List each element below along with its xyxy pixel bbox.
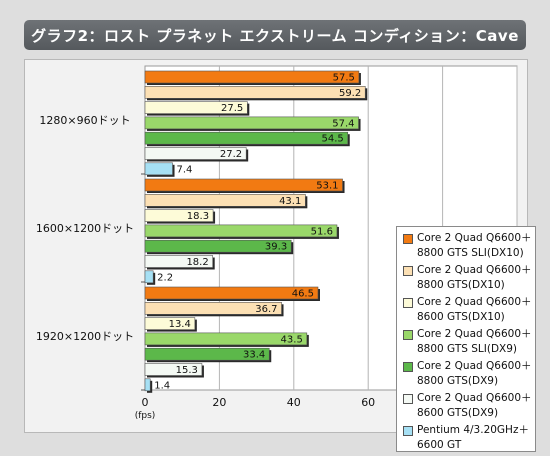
bar xyxy=(144,224,338,238)
data-label: 51.6 xyxy=(311,226,333,237)
legend-item: Core 2 Quad Q6600＋ 8800 GTS(DX9) xyxy=(403,359,532,389)
bar xyxy=(144,302,282,315)
bar xyxy=(144,363,203,376)
data-label: 27.2 xyxy=(220,149,242,160)
data-label: 7.4 xyxy=(177,164,193,175)
x-tick-label: 60 xyxy=(361,396,375,409)
chart-panel: 57.5 59.2 27.5 57.4 54.5 27.2 7.4 1280×960ドット 53… xyxy=(24,59,536,452)
bar xyxy=(144,270,154,284)
bar xyxy=(144,70,360,84)
data-label: 59.2 xyxy=(339,88,361,99)
data-label: 15.3 xyxy=(176,365,198,376)
data-label: 43.5 xyxy=(281,334,303,345)
legend-swatch xyxy=(403,298,413,308)
legend-item: Core 2 Quad Q6600＋ 8600 GTS(DX10) xyxy=(403,295,532,325)
bar xyxy=(144,317,196,330)
data-label: 27.5 xyxy=(221,103,243,114)
data-label: 54.5 xyxy=(321,134,343,145)
legend-swatch xyxy=(403,266,413,276)
data-label: 43.1 xyxy=(279,196,301,207)
legend-swatch xyxy=(403,362,413,372)
data-label: 53.1 xyxy=(316,181,338,192)
legend-label: Core 2 Quad Q6600＋ 8800 GTS SLI(DX10) xyxy=(417,232,532,259)
legend-item: Core 2 Quad Q6600＋ 8600 GTS(DX9) xyxy=(403,391,532,421)
bar xyxy=(144,147,247,160)
chart-title: グラフ2：ロスト プラネット エクストリーム コンディション：Cave xyxy=(24,20,526,50)
bar xyxy=(144,347,270,361)
x-tick-label: 40 xyxy=(287,396,301,409)
legend-label: Core 2 Quad Q6600＋ 8600 GTS(DX9) xyxy=(417,392,532,419)
data-label: 39.3 xyxy=(265,242,287,253)
category-label: 1280×960ドット xyxy=(39,114,130,127)
data-label: 46.5 xyxy=(292,289,314,300)
legend-swatch xyxy=(403,330,413,340)
data-label: 33.4 xyxy=(243,350,265,361)
data-label: 57.4 xyxy=(332,118,354,129)
bar xyxy=(144,194,306,207)
x-tick-label: 20 xyxy=(212,396,226,409)
data-label: 36.7 xyxy=(255,304,277,315)
bar xyxy=(144,85,366,99)
legend-label: Core 2 Quad Q6600＋ 8800 GTS(DX10) xyxy=(417,264,532,291)
legend-swatch xyxy=(403,234,413,244)
data-label: 1.4 xyxy=(154,380,170,391)
bar xyxy=(144,162,173,176)
category-label: 1600×1200ドット xyxy=(36,222,134,235)
legend-item: Core 2 Quad Q6600＋ 8800 GTS SLI(DX10) xyxy=(403,231,532,261)
legend-label: Pentium 4/3.20GHz＋ 6600 GT xyxy=(417,424,529,451)
legend-label: Core 2 Quad Q6600＋ 8800 GTS SLI(DX9) xyxy=(417,328,532,355)
bar xyxy=(144,209,214,222)
bar xyxy=(144,178,343,192)
data-label: 13.4 xyxy=(169,319,191,330)
x-unit-label: (fps) xyxy=(135,411,156,421)
data-label: 57.5 xyxy=(333,73,355,84)
legend-label: Core 2 Quad Q6600＋ 8600 GTS(DX10) xyxy=(417,296,532,323)
bar xyxy=(144,101,248,114)
legend-label: Core 2 Quad Q6600＋ 8800 GTS(DX9) xyxy=(417,360,532,387)
legend-item: Core 2 Quad Q6600＋ 8800 GTS(DX10) xyxy=(403,263,532,293)
legend-swatch xyxy=(403,426,413,436)
data-label: 2.2 xyxy=(157,272,173,283)
bar xyxy=(144,332,308,346)
bar xyxy=(144,116,359,130)
bar xyxy=(144,378,151,392)
data-label: 18.2 xyxy=(186,257,208,268)
data-label: 18.3 xyxy=(187,211,209,222)
bar xyxy=(144,255,214,268)
chart-legend: Core 2 Quad Q6600＋ 8800 GTS SLI(DX10) Cor… xyxy=(396,226,536,452)
category-label: 1920×1200ドット xyxy=(36,330,134,343)
legend-item: Pentium 4/3.20GHz＋ 6600 GT xyxy=(403,423,532,453)
x-tick-label: 0 xyxy=(142,396,149,409)
legend-swatch xyxy=(403,394,413,404)
legend-item: Core 2 Quad Q6600＋ 8800 GTS SLI(DX9) xyxy=(403,327,532,357)
bar xyxy=(144,286,319,300)
bar xyxy=(144,131,349,145)
bar xyxy=(144,239,292,253)
